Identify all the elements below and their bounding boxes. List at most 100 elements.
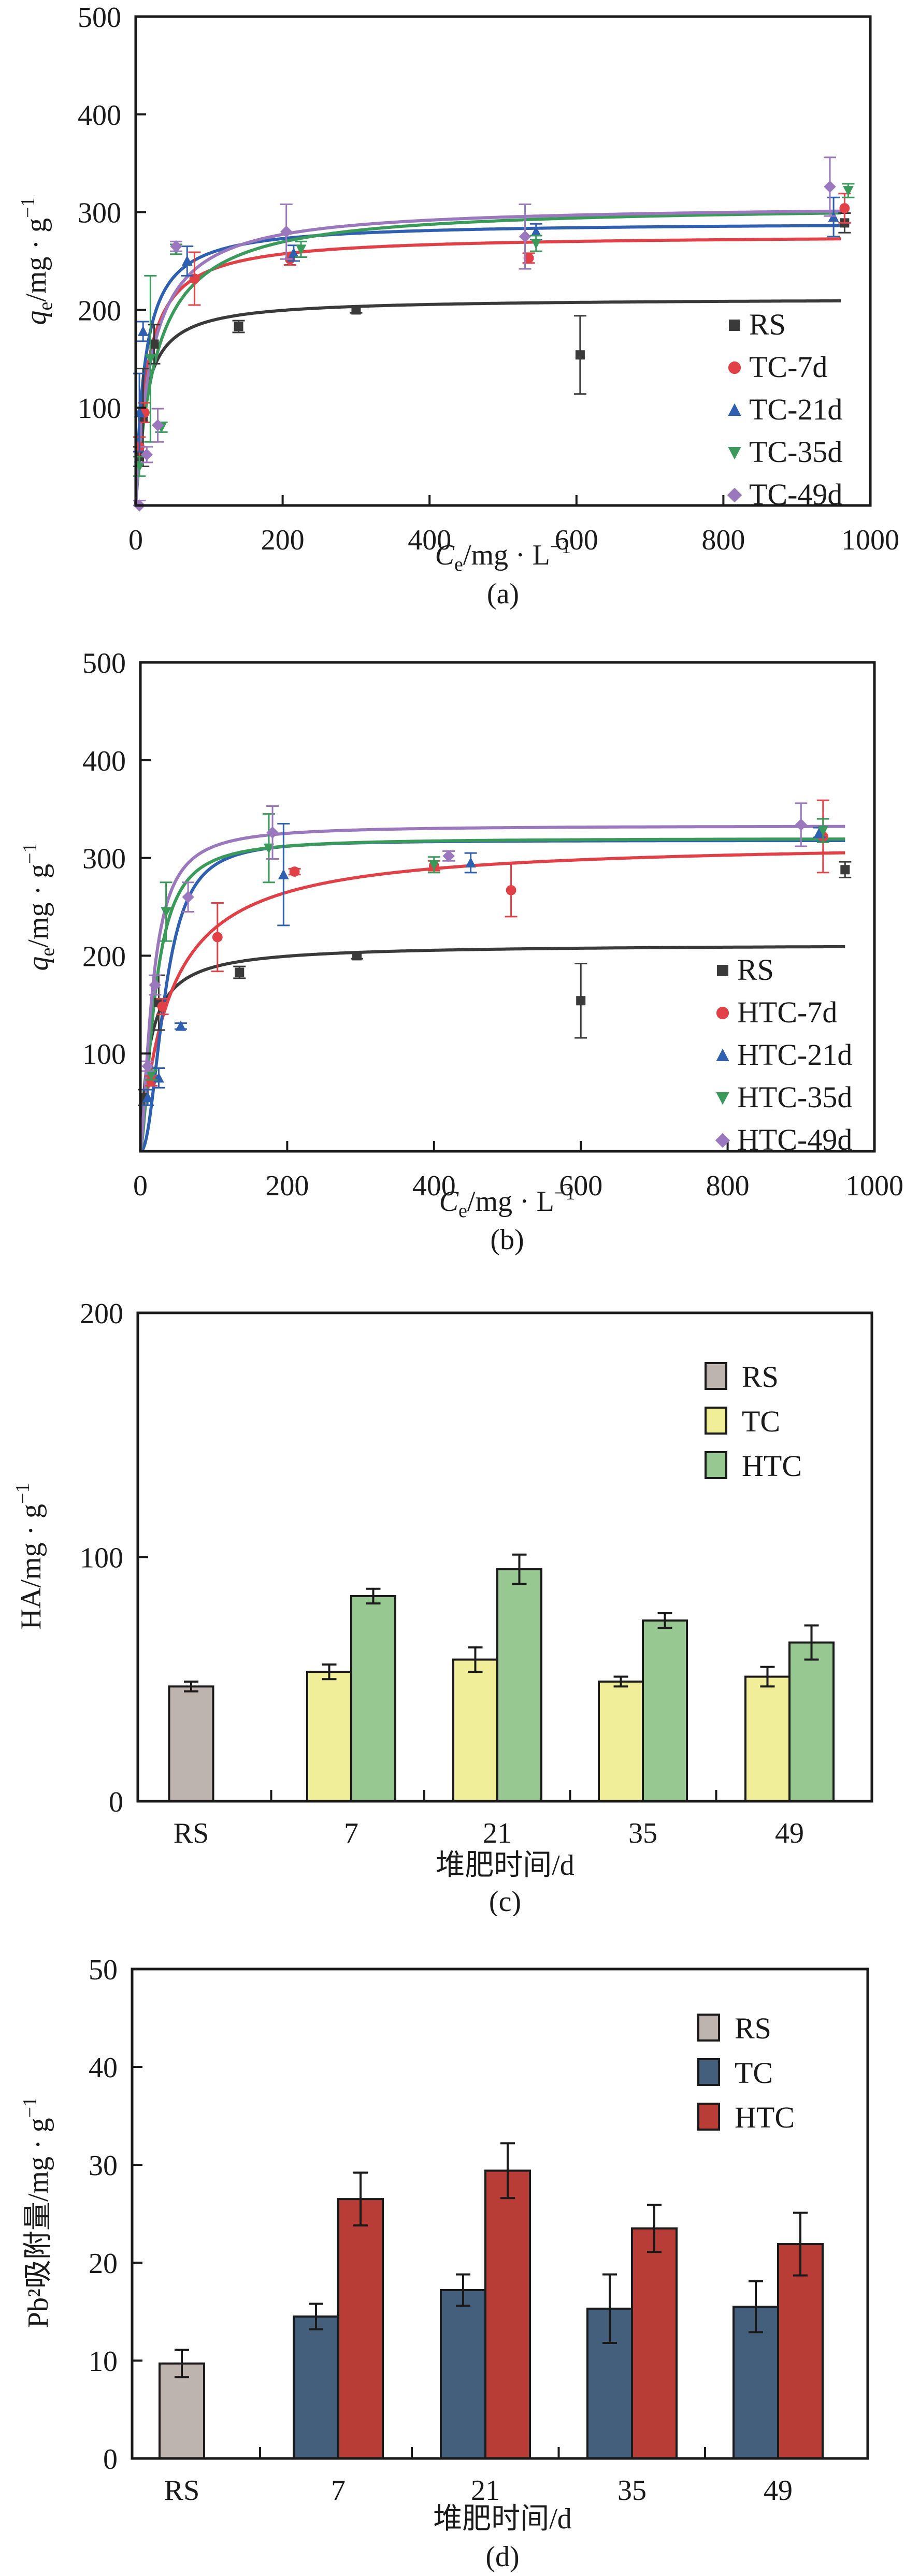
- data-point-tc-49d: [151, 419, 164, 431]
- data-point-htc-21d: [175, 1020, 186, 1031]
- data-point-rs: [351, 305, 361, 315]
- legend-label: HTC: [735, 2101, 795, 2134]
- legend-marker-tc-7d: [728, 361, 741, 374]
- bar-tc-35: [598, 1680, 644, 1803]
- data-point-htc-7d: [506, 885, 516, 895]
- data-point-tc-21d: [181, 255, 193, 266]
- legend-item-tc-35d: TC-35d: [728, 435, 842, 469]
- legend-marker-htc-21d: [716, 1048, 729, 1061]
- legend-marker-htc-49d: [715, 1133, 730, 1148]
- data-point-htc-21d: [465, 857, 476, 868]
- y-tick-label: 500: [82, 647, 126, 679]
- x-tick-label: 49: [775, 1817, 804, 1849]
- data-point-rs: [575, 350, 585, 360]
- x-tick-label: 1000: [841, 524, 899, 556]
- legend-marker-tc-49d: [727, 487, 742, 503]
- data-point-htc-49d: [182, 891, 194, 903]
- data-point-rs: [234, 322, 243, 331]
- data-point-tc-49d: [280, 225, 293, 238]
- data-point-htc-7d: [157, 1001, 168, 1012]
- plot-area: 0 200 400 600 800 1000 100 200 300 400 500 RS HTC-7d…: [82, 647, 903, 1202]
- legend-item-htc: HTC: [697, 2101, 795, 2134]
- data-point-tc-21d: [530, 226, 542, 237]
- legend-item-rs: RS: [705, 1360, 779, 1394]
- y-tick-label: 0: [109, 1786, 123, 1818]
- chart-c-humic-acid-bar: RS 7 21 35 49 0 100 200 RS TC HTC HA/mg · g−1 堆肥时间…: [12, 1298, 873, 1916]
- legend-marker-rs: [729, 320, 740, 331]
- legend-marker-htc-7d: [716, 1006, 729, 1020]
- x-tick-label: 0: [128, 524, 143, 556]
- legend-label: HTC-21d: [737, 1038, 852, 1072]
- legend: RS TC-7d TC-21d TC-35d TC-49d: [727, 308, 842, 511]
- bar-tc-7: [293, 2315, 339, 2460]
- data-point-htc-21d: [814, 827, 825, 837]
- legend-item-htc-21d: HTC-21d: [716, 1038, 852, 1072]
- x-tick-label: 800: [706, 1170, 750, 1202]
- legend-swatch-tc: [705, 1407, 727, 1435]
- legend-item-tc-49d: TC-49d: [727, 477, 842, 511]
- y-tick-label: 100: [78, 393, 121, 425]
- plot-frame: [139, 661, 876, 1153]
- x-tick-label: 400: [412, 1170, 456, 1202]
- bar-tc-7: [306, 1671, 352, 1802]
- x-tick-label: 35: [628, 1817, 657, 1849]
- y-tick-label: 100: [82, 1038, 126, 1070]
- legend-label: TC-21d: [749, 393, 842, 426]
- y-tick-label: 0: [103, 2443, 118, 2476]
- data-point-rs: [576, 996, 586, 1006]
- legend-label: TC-35d: [749, 435, 842, 469]
- legend-item-rs: RS: [697, 2011, 771, 2045]
- legend-swatch-tc: [697, 2058, 720, 2086]
- bar-rs-rs: [168, 1685, 214, 1803]
- data-point-tc-7d: [839, 203, 850, 213]
- y-axis-title: Pb²吸附量/mg · g−1: [19, 2097, 54, 2328]
- legend-label: RS: [737, 953, 774, 987]
- x-tick-label: RS: [164, 2474, 200, 2507]
- legend-label: HTC: [742, 1449, 802, 1483]
- legend-label: RS: [749, 308, 786, 341]
- y-tick-label: 100: [80, 1542, 123, 1574]
- legend-item-htc-35d: HTC-35d: [716, 1080, 852, 1114]
- fit-curve-rs: [139, 945, 845, 1152]
- legend-item-tc: TC: [705, 1405, 780, 1438]
- legend: RS TC HTC: [697, 2011, 795, 2134]
- legend-swatch-htc: [697, 2103, 720, 2131]
- x-tick-label: 21: [471, 2474, 500, 2507]
- x-axis-title: 堆肥时间/d: [436, 1849, 574, 1882]
- y-tick-label: 10: [89, 2346, 118, 2378]
- legend-item-rs: RS: [717, 953, 774, 987]
- legend-swatch-rs: [705, 1362, 727, 1390]
- y-tick-label: 500: [78, 2, 121, 34]
- data-point-rs: [352, 951, 362, 961]
- legend: RS HTC-7d HTC-21d HTC-35d HTC-49d: [715, 953, 852, 1156]
- data-point-tc-49d: [519, 230, 531, 243]
- data-point-tc-35d: [145, 354, 156, 365]
- legend-swatch-htc: [705, 1451, 727, 1479]
- fit-curve-tc-7d: [134, 237, 841, 506]
- data-point-tc-49d: [140, 448, 153, 461]
- data-point-htc-35d: [161, 907, 171, 918]
- data-point-htc-7d: [212, 932, 223, 943]
- data-point-rs: [235, 967, 245, 977]
- panel-label: (c): [489, 1886, 521, 1916]
- plot-area: RS 7 21 35 49 0 100 200 RS TC HTC: [80, 1298, 873, 1849]
- legend-marker-rs: [717, 965, 728, 976]
- plot-frame: [134, 15, 872, 507]
- chart-a-adsorption-isotherm-tc: 0 200 400 600 800 1000 100 200 300 400 500 RS TC-7d T…: [17, 2, 899, 610]
- x-axis-title: Ce/mg · L−1: [439, 1182, 576, 1222]
- y-tick-label: 40: [89, 2052, 118, 2084]
- data-point-tc-21d: [137, 326, 149, 336]
- plot-area: 0 200 400 600 800 1000 100 200 300 400 500 RS TC-7d T…: [78, 2, 899, 556]
- legend-marker-htc-35d: [716, 1092, 729, 1105]
- bar-htc-35: [631, 2227, 678, 2460]
- data-point-tc-35d: [295, 244, 307, 255]
- x-axis-title: Ce/mg · L−1: [435, 536, 571, 575]
- data-point-htc-49d: [149, 979, 162, 991]
- fit-curve-htc-49d: [139, 824, 845, 1152]
- y-tick-label: 200: [78, 295, 121, 327]
- legend-label: RS: [742, 1360, 779, 1394]
- x-tick-label: 800: [701, 524, 745, 556]
- bar-htc-49: [777, 2243, 824, 2459]
- y-tick-label: 200: [82, 940, 126, 973]
- data-point-htc-7d: [146, 1076, 157, 1086]
